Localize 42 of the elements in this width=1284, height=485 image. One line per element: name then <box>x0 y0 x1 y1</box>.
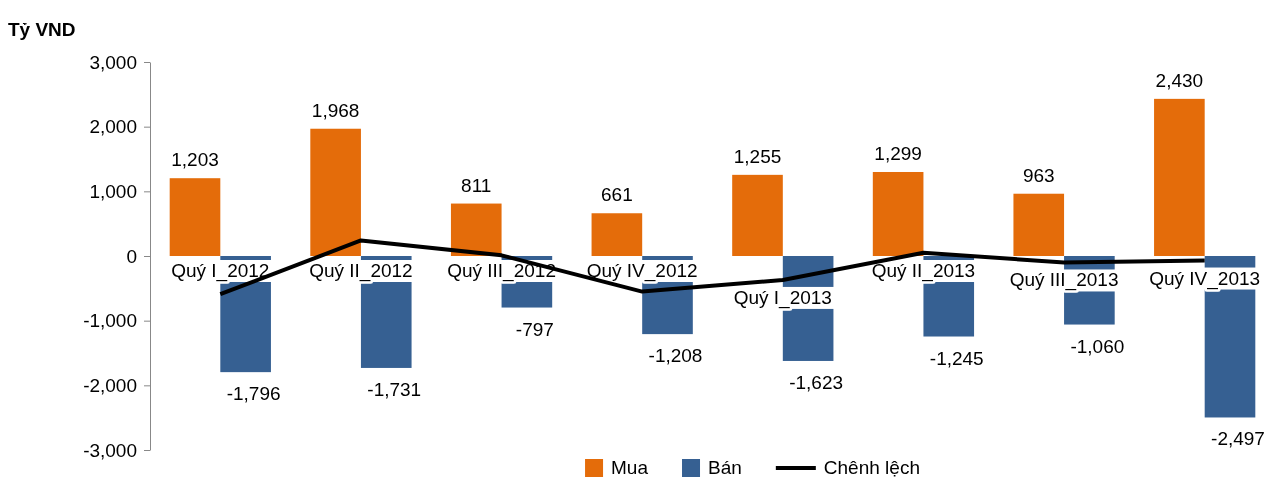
y-tick-label: 2,000 <box>89 116 137 138</box>
data-label: -1,731 <box>367 378 422 400</box>
bar <box>732 174 783 256</box>
x-tick-label: Quý III_2013 <box>1009 269 1119 292</box>
data-label: -1,796 <box>226 383 281 405</box>
bar <box>1013 193 1065 256</box>
y-tick-label: 3,000 <box>89 51 137 73</box>
data-label: 1,299 <box>874 143 922 164</box>
bar <box>1154 98 1205 256</box>
data-label: 963 <box>1022 164 1055 186</box>
y-axis-title: Tỷ VND <box>8 19 76 40</box>
bar <box>450 203 502 256</box>
legend-label: Chênh lệch <box>823 457 920 478</box>
data-label: 1,968 <box>311 99 360 121</box>
y-tick-label: 0 <box>126 245 137 267</box>
legend-label: Mua <box>611 457 649 478</box>
x-tick-label: Quý II_2012 <box>309 260 413 282</box>
legend-label: Bán <box>708 457 742 478</box>
data-label: -1,245 <box>929 347 984 369</box>
data-label: 1,203 <box>171 149 219 171</box>
data-label: 2,430 <box>1155 69 1204 91</box>
data-label: -1,060 <box>1070 335 1125 357</box>
bar <box>169 178 221 256</box>
x-tick-label: Quý IV_2012 <box>586 260 698 282</box>
y-tick-label: -3,000 <box>83 439 137 461</box>
x-tick-label: Quý I_2013 <box>733 286 832 309</box>
data-label: 811 <box>461 174 492 196</box>
x-tick-label: Quý IV_2013 <box>1149 267 1261 290</box>
data-label: -797 <box>515 318 554 340</box>
y-tick-label: -2,000 <box>83 374 137 396</box>
x-tick-label: Quý I_2012 <box>171 260 270 282</box>
x-tick-label: Quý II_2013 <box>871 260 976 282</box>
bar <box>872 172 924 256</box>
y-tick-label: 1,000 <box>89 180 137 202</box>
data-label: 661 <box>601 184 633 206</box>
data-label: -1,623 <box>789 371 844 393</box>
bar <box>591 213 643 256</box>
data-label: -2,497 <box>1211 428 1265 450</box>
bar <box>310 128 361 256</box>
data-label: -1,208 <box>648 345 703 367</box>
y-tick-label: -1,000 <box>83 310 137 332</box>
data-label: 1,255 <box>733 145 782 167</box>
